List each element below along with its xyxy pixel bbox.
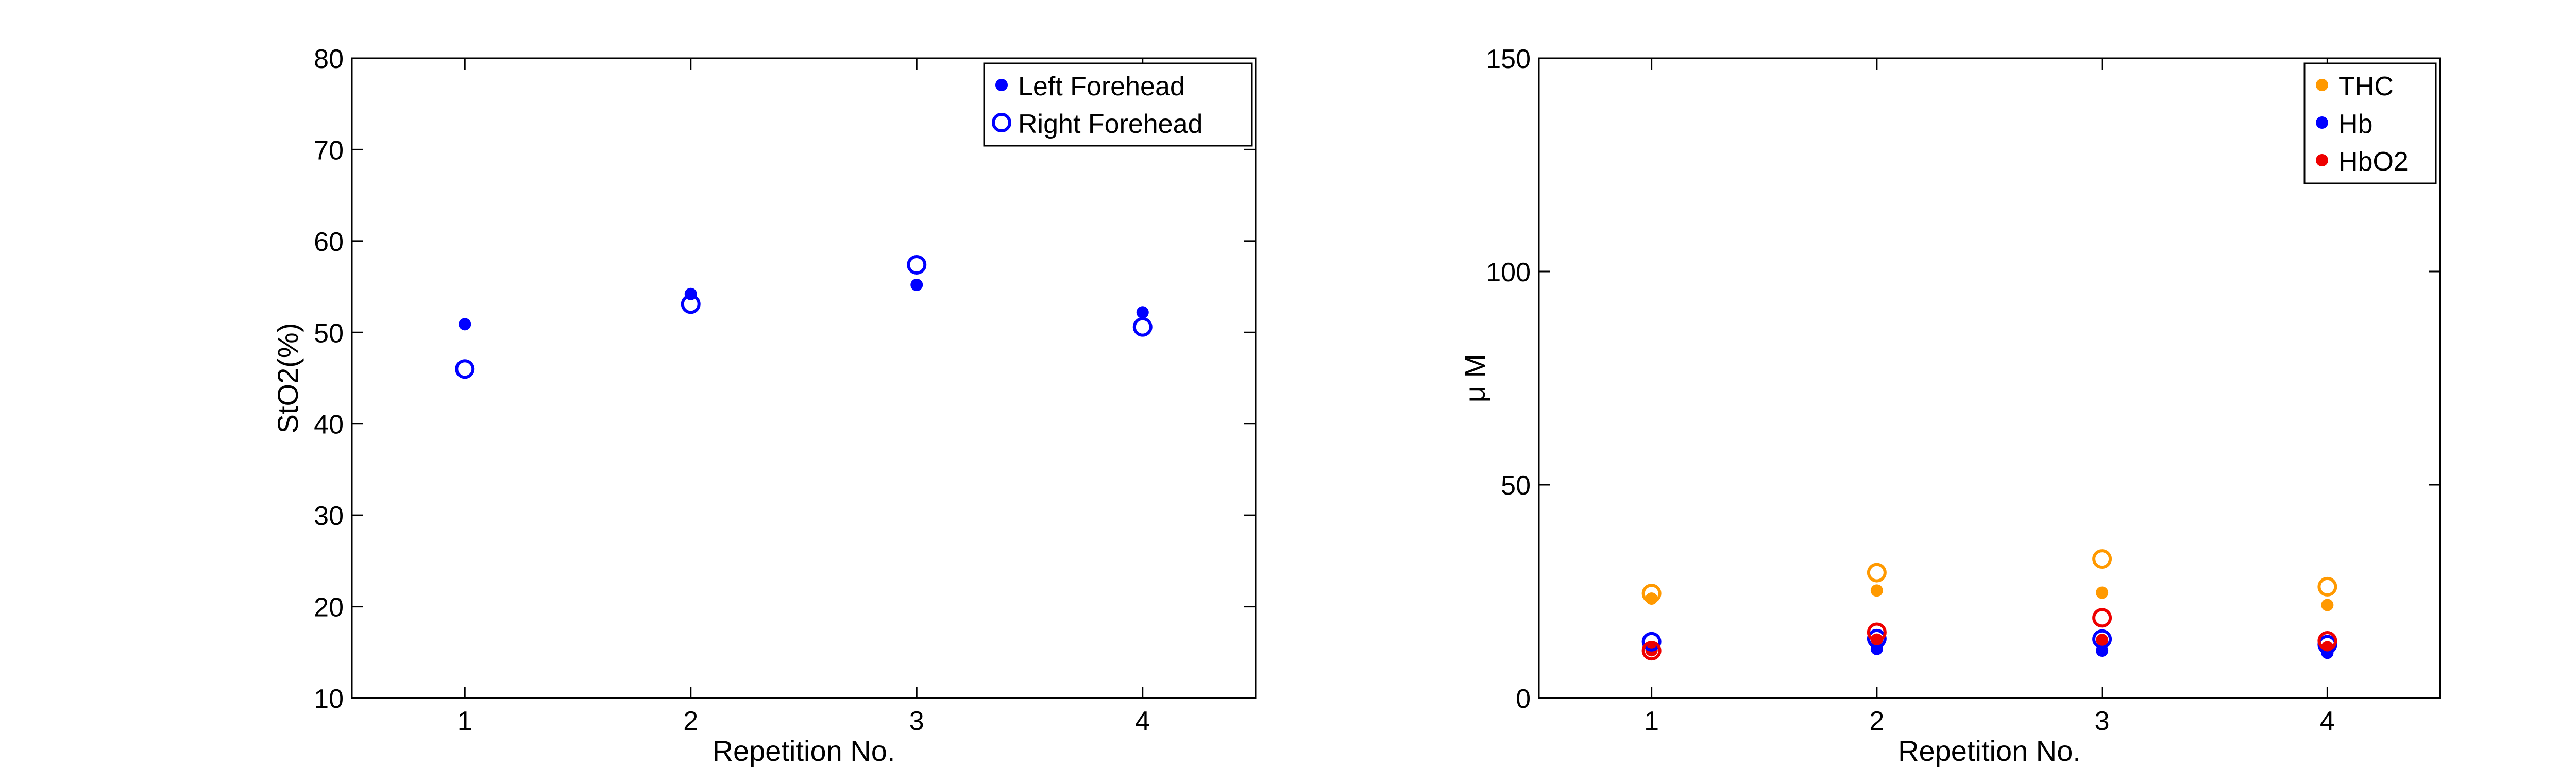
data-point bbox=[2321, 641, 2334, 654]
legend-label: Right Forehead bbox=[1018, 109, 1202, 139]
legend-label: Left Forehead bbox=[1018, 72, 1185, 101]
y-tick-label: 30 bbox=[314, 501, 344, 531]
y-tick-label: 100 bbox=[1486, 258, 1531, 287]
data-point bbox=[1132, 317, 1153, 337]
y-tick-label: 80 bbox=[314, 44, 344, 74]
y-tick-label: 0 bbox=[1516, 684, 1531, 714]
data-point bbox=[2092, 629, 2112, 649]
legend-marker bbox=[2316, 79, 2328, 91]
chart-2: 1 2 3 4 0 50 100 150 Repetition No. μ M THC Hb HbO2 bbox=[1459, 44, 2441, 767]
data-point bbox=[2317, 576, 2337, 597]
x-tick-label: 3 bbox=[2095, 706, 2110, 736]
data-point bbox=[1641, 632, 1662, 652]
legend-marker bbox=[995, 79, 1008, 91]
data-point bbox=[1136, 306, 1149, 319]
data-point bbox=[2092, 608, 2112, 628]
legend-marker bbox=[2316, 116, 2328, 129]
y-tick-label: 150 bbox=[1486, 44, 1531, 74]
legend-marker bbox=[2316, 154, 2328, 166]
data-point bbox=[1870, 584, 1883, 597]
data-point bbox=[681, 294, 701, 314]
data-point bbox=[1867, 628, 1887, 649]
data-point bbox=[2092, 549, 2112, 569]
x-tick-label: 2 bbox=[683, 706, 698, 736]
data-point bbox=[2096, 634, 2109, 646]
y-tick-label: 50 bbox=[1501, 471, 1531, 501]
data-point bbox=[1867, 622, 1887, 642]
x-axis-label: Repetition No. bbox=[1898, 735, 2081, 767]
plot-frame bbox=[1538, 57, 2441, 699]
x-tick-label: 4 bbox=[2320, 706, 2335, 736]
y-axis-label: StO2(%) bbox=[272, 323, 304, 434]
x-tick-label: 1 bbox=[1644, 706, 1659, 736]
x-tick-label: 2 bbox=[1869, 706, 1884, 736]
x-tick-label: 4 bbox=[1135, 706, 1150, 736]
data-point bbox=[455, 359, 475, 379]
data-point bbox=[1641, 584, 1662, 604]
x-axis-label: Repetition No. bbox=[713, 735, 895, 767]
data-point bbox=[2317, 631, 2337, 651]
chart-1: 1 2 3 4 10 20 30 40 50 60 70 80 Repetition No. StO2(%… bbox=[272, 44, 1257, 767]
y-tick-label: 70 bbox=[314, 135, 344, 165]
x-tick-label: 1 bbox=[457, 706, 472, 736]
legend-marker bbox=[992, 113, 1011, 132]
data-point bbox=[910, 279, 923, 292]
x-tick-label: 3 bbox=[909, 706, 924, 736]
y-tick-label: 60 bbox=[314, 227, 344, 257]
legend-label: HbO2 bbox=[2338, 147, 2409, 177]
data-point bbox=[1641, 641, 1662, 661]
y-tick-label: 20 bbox=[314, 593, 344, 623]
y-tick-label: 10 bbox=[314, 684, 344, 714]
data-point bbox=[459, 318, 471, 331]
data-point bbox=[1867, 563, 1887, 583]
data-point bbox=[907, 254, 927, 275]
legend-label: Hb bbox=[2338, 109, 2372, 139]
legend-box bbox=[983, 62, 1253, 147]
plot-frame bbox=[351, 57, 1257, 699]
y-tick-label: 40 bbox=[314, 410, 344, 440]
legend-label: THC bbox=[2338, 72, 2394, 101]
data-point bbox=[2096, 586, 2109, 599]
y-tick-label: 50 bbox=[314, 318, 344, 348]
y-axis-label: μ M bbox=[1459, 354, 1491, 402]
data-point bbox=[2321, 599, 2334, 611]
